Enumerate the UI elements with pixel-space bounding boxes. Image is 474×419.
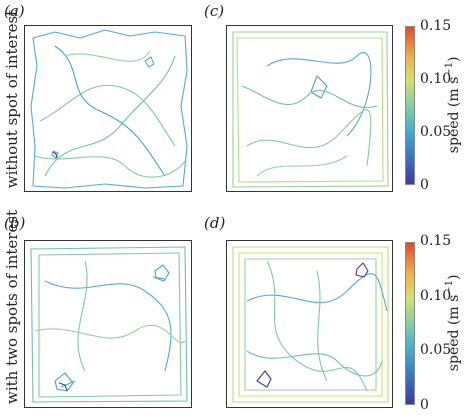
trajectory-d — [232, 246, 389, 403]
colorbar-top-tick-005: 0.05 — [420, 124, 452, 140]
colorbar-top-title: speed (m s−1) — [444, 56, 462, 154]
colorbar-bottom-tick-010: 0.10 — [420, 288, 452, 304]
panel-label-d: (d) — [204, 214, 226, 232]
colorbar-top-tick-010: 0.10 — [420, 71, 452, 87]
row-label-top: without spot of interest — [3, 9, 21, 189]
colorbar-bottom-tick-0: 0 — [420, 397, 429, 413]
colorbar-bottom-tick-015: 0.15 — [420, 233, 452, 249]
colorbar-bottom-title: speed (m s−1) — [444, 274, 462, 372]
trajectory-a — [30, 29, 188, 189]
panel-b-plot — [24, 240, 192, 408]
panel-c-plot — [226, 25, 393, 192]
panel-d-plot — [226, 240, 393, 408]
panel-label-b: (b) — [4, 214, 26, 232]
colorbar-top-tick-015: 0.15 — [420, 18, 452, 34]
trajectory-c — [232, 31, 389, 188]
colorbar-bottom — [405, 242, 415, 405]
colorbar-top-tick-0: 0 — [420, 177, 429, 193]
colorbar-top — [405, 26, 415, 185]
colorbar-bottom-tick-005: 0.05 — [420, 342, 452, 358]
row-label-bottom: with two spots of interest — [3, 209, 21, 404]
panel-label-c: (c) — [204, 2, 225, 20]
panel-a-plot — [24, 25, 192, 192]
panel-label-a: (a) — [4, 2, 25, 20]
trajectory-b — [30, 246, 188, 403]
